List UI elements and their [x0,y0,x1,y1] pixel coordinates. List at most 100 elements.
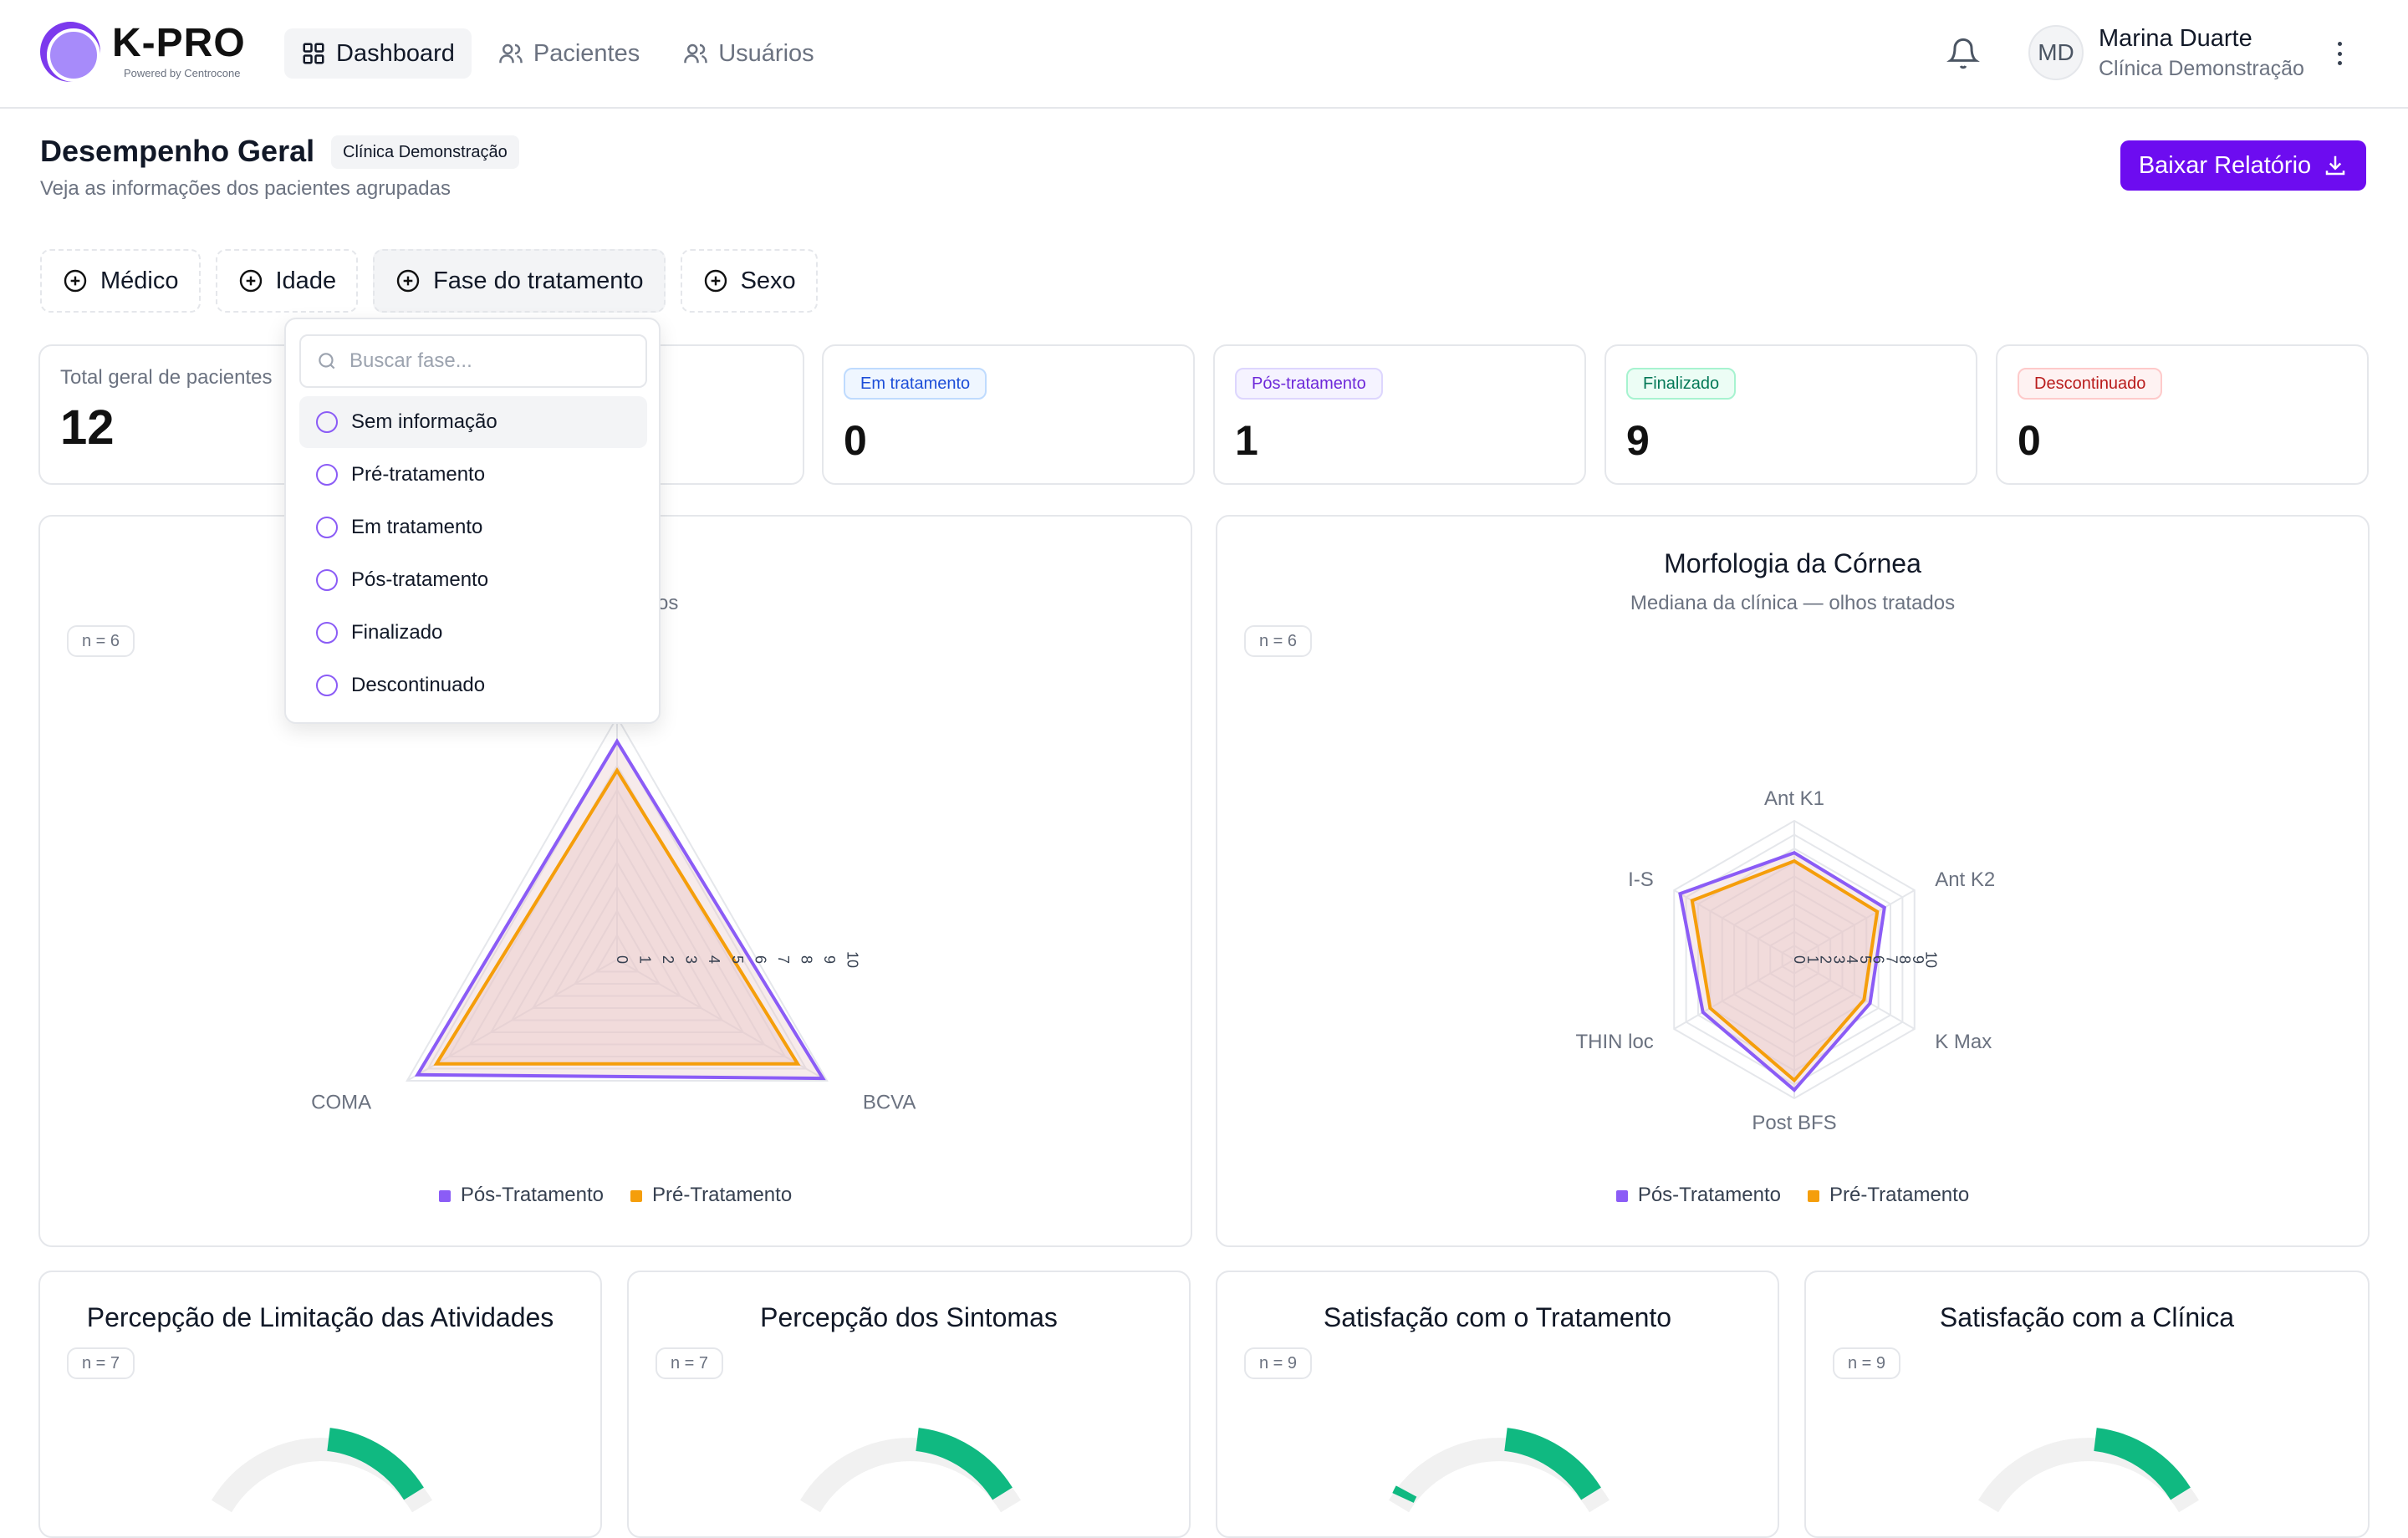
radar-tick-label: 7 [775,955,792,964]
phase-option[interactable]: Pré-tratamento [299,449,647,501]
checkbox[interactable] [316,464,338,486]
legend-post: Pós-Tratamento [438,1184,604,1207]
radar-axis-label: BCVA [863,1092,916,1114]
radar-axis-label: Post BFS [1752,1112,1836,1134]
radar-tick-label: 4 [1844,955,1860,964]
radar-grid-ring [510,836,724,1021]
nav-patients[interactable]: Pacientes [482,28,656,79]
radar-chart-cornea: Ant K1 Ant K2 K Max Post BFS THIN loc I-S 0123… [1575,787,1995,1134]
sample-size-badge: n = 7 [67,1347,135,1379]
gauge-chart [1978,1428,2199,1513]
sample-size-badge: n = 7 [656,1347,724,1379]
top-bar: K-PRO Powered by Centrocone Dashboard Pa… [0,0,2408,109]
card-title: Percepção dos Sintomas [760,1302,1058,1332]
radar-tick-label: 3 [683,955,700,964]
nav-users-label: Usuários [718,39,814,67]
radar-tick-label: 6 [752,955,768,964]
radar-axis-label: COMA [311,1092,371,1114]
radar-series-pre [1690,858,1880,1083]
phase-option-label: Descontinuado [351,674,486,696]
radar-series-pre [433,766,801,1066]
users-icon [499,43,523,64]
checkbox[interactable] [316,675,338,696]
radar-axis-label: K Max [1935,1031,1992,1053]
stat-total-value: 12 [60,400,115,455]
card-cornea-morphology: Morfologia da Córnea Mediana da clínica … [1216,515,2370,1247]
radar-tick-label: 7 [1883,955,1900,964]
status-badge: Pós-tratamento [1235,368,1383,400]
radar-series-post [1678,850,1886,1092]
download-report-button[interactable]: Baixar Relatório [2120,140,2366,191]
radar-spoke [616,959,828,1082]
download-report-label: Baixar Relatório [2138,151,2312,179]
phase-option[interactable]: Em tratamento [299,502,647,553]
chart-legend: Pós-Tratamento Pré-Tratamento [1217,1184,2368,1207]
radar-tick-label: 4 [706,955,722,964]
legend-post-label: Pós-Tratamento [1637,1184,1781,1206]
status-badge: Em tratamento [844,368,987,400]
checkbox[interactable] [316,622,338,644]
phase-search-input[interactable] [349,349,625,373]
more-options-icon[interactable] [2329,37,2349,70]
radar-spoke [1793,959,1916,1030]
logo-powered-by: Powered by Centrocone [124,67,241,79]
logo-mark [40,22,100,82]
avatar[interactable]: MD [2028,25,2084,80]
phase-option-label: Finalizado [351,621,443,644]
sample-size-badge: n = 6 [67,625,135,657]
nav-users[interactable]: Usuários [666,28,830,79]
card-activity-limitation: Percepção de Limitação das Atividades n … [38,1271,602,1538]
checkbox[interactable] [316,517,338,538]
filter-age[interactable]: Idade [215,249,359,313]
page-subtitle: Veja as informações dos pacientes agrupa… [40,177,451,200]
radar-tick-label: 10 [844,951,861,968]
gauge-chart [212,1428,432,1513]
card-subtitle: Mediana da clínica — olhos tratados [1630,592,1956,614]
stat-discontinued-value: 0 [2018,417,2041,464]
phase-option[interactable]: Sem informação [299,396,647,448]
filter-bar: Médico Idade Fase do tratamento Sexo [40,249,818,313]
filter-sex[interactable]: Sexo [680,249,818,313]
filter-phase[interactable]: Fase do tratamento [373,249,666,313]
plus-circle-icon [239,269,262,293]
filter-doctor-label: Médico [100,267,179,294]
sample-size-badge: n = 6 [1244,625,1313,657]
sample-size-badge: n = 9 [1833,1347,1901,1379]
card-title: Morfologia da Córnea [1664,548,1921,578]
card-title: Satisfação com o Tratamento [1323,1302,1672,1332]
radar-tick-label: 5 [729,955,746,964]
radar-spoke [1673,889,1795,960]
nav-dashboard-label: Dashboard [336,39,455,67]
plus-circle-icon [64,269,87,293]
card-treatment-satisfaction: Satisfação com o Tratamento n = 9 [1216,1271,1779,1538]
radar-spoke [1793,889,1916,960]
stat-in-treatment-value: 0 [844,417,867,464]
phase-option[interactable]: Finalizado [299,607,647,659]
nav-patients-label: Pacientes [533,39,640,67]
radar-tick-label: 1 [637,955,654,964]
status-badge: Finalizado [1626,368,1737,400]
checkbox[interactable] [316,411,338,433]
radar-spoke [1673,959,1795,1030]
radar-axis-label: Ant K2 [1935,868,1995,891]
radar-tick-label: 9 [1910,955,1926,964]
bell-icon[interactable] [1946,37,1980,70]
radar-tick-label: 3 [1830,955,1847,964]
card-title: Percepção de Limitação das Atividades [86,1302,554,1332]
users-icon [684,43,707,64]
radar-tick-label: 9 [821,955,838,964]
radar-chart-visual: UCVABCVACOMA012345678910 [311,666,916,1114]
stat-discontinued: Descontinuado 0 [1996,344,2369,485]
phase-search-field[interactable] [299,334,647,388]
phase-option[interactable]: Pós-tratamento [299,554,647,606]
app-logo[interactable]: K-PRO Powered by Centrocone [40,21,291,89]
nav-dashboard[interactable]: Dashboard [284,28,472,79]
plus-circle-icon [704,269,727,293]
filter-doctor[interactable]: Médico [40,249,201,313]
sample-size-badge: n = 9 [1244,1347,1313,1379]
checkbox[interactable] [316,569,338,591]
radar-grid-ring [594,934,640,973]
phase-option[interactable]: Descontinuado [299,660,647,711]
radar-tick-label: 0 [1791,955,1808,964]
phase-option-label: Pré-tratamento [351,463,486,486]
